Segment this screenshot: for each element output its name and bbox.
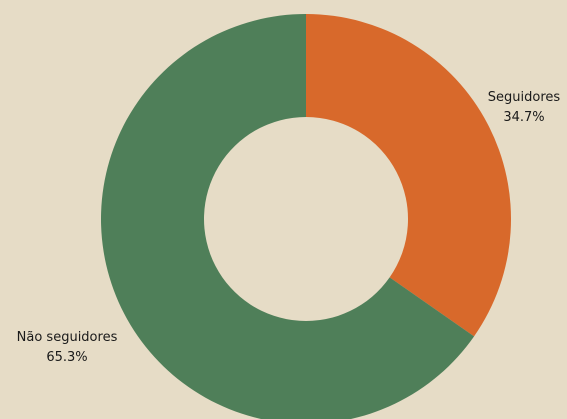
slice-nao-seguidores	[101, 14, 475, 419]
slice-seguidores	[306, 14, 511, 337]
slice-label-seguidores: Seguidores	[488, 90, 561, 105]
slice-label-nao-seguidores: Não seguidores	[17, 330, 118, 345]
slice-value-label-nao-seguidores: 65.3%	[46, 350, 87, 365]
slice-value-label-seguidores: 34.7%	[503, 110, 544, 125]
label-group: Seguidores 34.7% Não seguidores 65.3%	[17, 90, 561, 365]
slice-group	[101, 14, 511, 419]
